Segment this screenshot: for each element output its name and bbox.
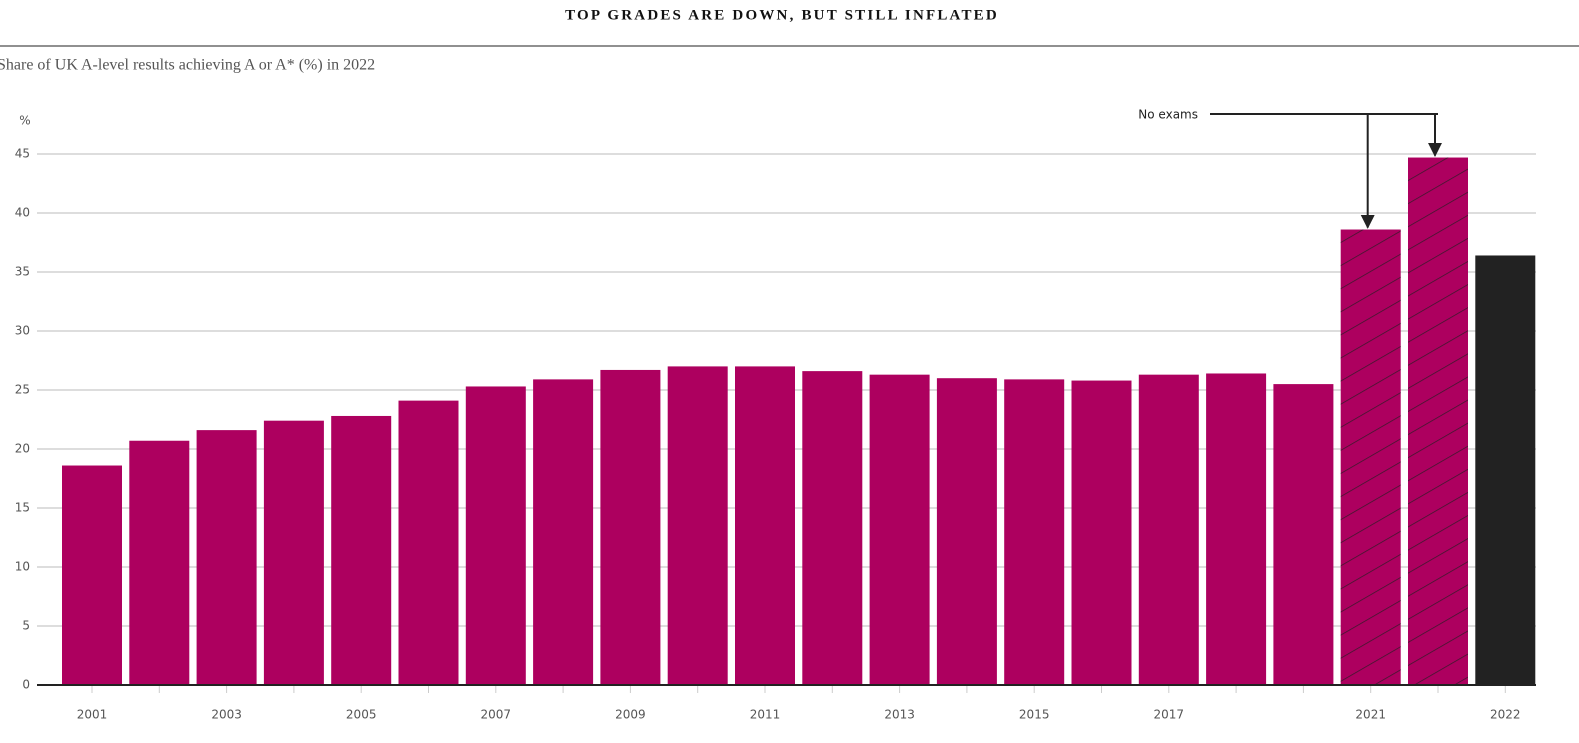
bar xyxy=(802,371,863,685)
bar xyxy=(1273,384,1334,685)
bar xyxy=(263,420,324,685)
x-tick-label: 2009 xyxy=(615,708,646,722)
bar xyxy=(1071,380,1132,685)
y-tick-label: 35 xyxy=(15,265,30,279)
bar xyxy=(667,366,728,685)
bar xyxy=(1206,373,1267,685)
y-tick-label: 20 xyxy=(15,442,30,456)
bar xyxy=(1138,374,1199,685)
annotation: No exams xyxy=(1138,108,1198,122)
y-tick-label: 0 xyxy=(22,678,30,692)
x-tick-label: 2001 xyxy=(77,708,108,722)
x-tick-label: 2005 xyxy=(346,708,377,722)
y-tick-label: 5 xyxy=(22,619,30,633)
y-tick-label: 30 xyxy=(15,324,30,338)
bar xyxy=(600,369,661,685)
bar xyxy=(196,430,257,685)
x-tick-label: 2022 xyxy=(1490,708,1521,722)
y-tick-label: 15 xyxy=(15,501,30,515)
bar xyxy=(936,378,997,685)
x-tick-label: 2017 xyxy=(1154,708,1185,722)
bar xyxy=(465,386,526,685)
x-tick-label: 2021 xyxy=(1355,708,1386,722)
bar xyxy=(398,400,459,685)
chart-title: TOP GRADES ARE DOWN, BUT STILL INFLATED xyxy=(565,7,999,23)
bar xyxy=(533,379,594,685)
y-tick-label: 10 xyxy=(15,560,30,574)
y-tick-label: 40 xyxy=(15,206,30,220)
x-tick-label: 2015 xyxy=(1019,708,1050,722)
bar xyxy=(1475,255,1536,686)
bar xyxy=(1408,157,1468,686)
bar xyxy=(1004,379,1065,685)
y-tick-label: 25 xyxy=(15,383,30,397)
bar xyxy=(62,465,122,685)
chart-subtitle: Share of UK A-level results achieving A … xyxy=(0,57,375,74)
y-tick-label: 45 xyxy=(15,147,30,161)
x-tick-label: 2003 xyxy=(211,708,242,722)
bar xyxy=(735,366,795,685)
y-axis-label: % xyxy=(19,114,30,128)
bar xyxy=(331,415,392,685)
bar xyxy=(1340,229,1401,685)
x-tick-label: 2011 xyxy=(750,708,781,722)
bar xyxy=(869,374,930,685)
x-tick-label: 2013 xyxy=(884,708,915,722)
x-tick-label: 2007 xyxy=(481,708,512,722)
bar xyxy=(129,440,190,685)
